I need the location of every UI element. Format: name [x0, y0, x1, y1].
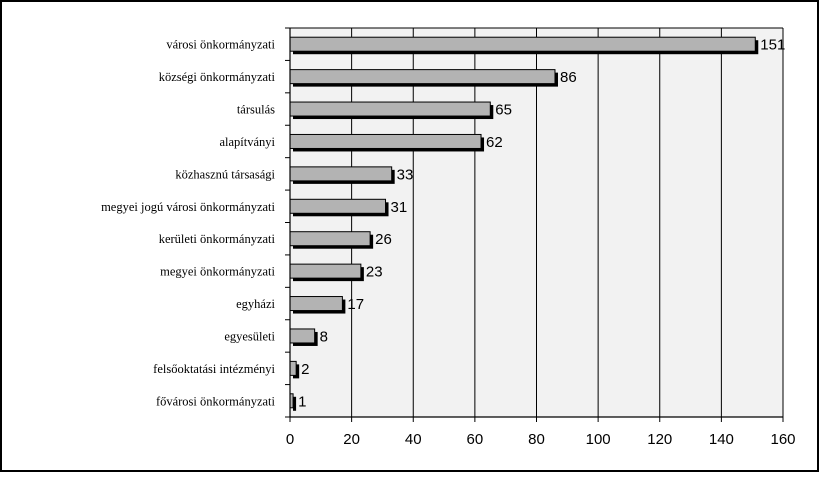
category-label-0: városi önkormányzati	[166, 38, 275, 52]
category-label-5: megyei jogú városi önkormányzati	[101, 200, 275, 214]
value-label-9: 8	[320, 328, 328, 345]
category-label-11: fővárosi önkormányzati	[156, 394, 276, 408]
bar-2	[290, 102, 490, 116]
category-label-6: kerületi önkormányzati	[159, 232, 276, 246]
value-label-11: 1	[298, 393, 306, 410]
bar-9	[290, 329, 315, 343]
category-label-2: társulás	[237, 103, 275, 117]
bar-8	[290, 297, 342, 311]
value-label-3: 62	[486, 134, 503, 151]
bar-4	[290, 167, 392, 181]
category-label-4: közhasznú társasági	[175, 167, 275, 181]
category-label-9: egyesületi	[224, 329, 275, 343]
bar-0	[290, 37, 755, 51]
value-label-0: 151	[760, 37, 785, 54]
bar-1	[290, 70, 555, 84]
category-label-10: felsőoktatási intézményi	[153, 362, 275, 376]
value-label-8: 17	[347, 296, 364, 313]
value-label-2: 65	[495, 102, 512, 119]
category-label-8: egyházi	[236, 297, 275, 311]
value-label-1: 86	[560, 69, 577, 86]
value-label-5: 31	[391, 199, 408, 216]
category-label-7: megyei önkormányzati	[160, 265, 275, 279]
bar-10	[290, 361, 296, 375]
bar-5	[290, 199, 386, 213]
x-tick-label-160: 160	[770, 431, 795, 448]
x-tick-label-80: 80	[528, 431, 545, 448]
x-tick-label-40: 40	[405, 431, 422, 448]
x-tick-label-60: 60	[467, 431, 484, 448]
value-label-6: 26	[375, 231, 392, 248]
x-tick-label-140: 140	[709, 431, 734, 448]
x-tick-label-100: 100	[586, 431, 611, 448]
bar-7	[290, 264, 361, 278]
category-label-1: községi önkormányzati	[159, 70, 276, 84]
value-label-10: 2	[301, 361, 309, 378]
x-tick-label-20: 20	[343, 431, 360, 448]
value-label-4: 33	[397, 166, 414, 183]
x-tick-label-120: 120	[647, 431, 672, 448]
value-label-7: 23	[366, 264, 383, 281]
bar-6	[290, 232, 370, 246]
x-tick-label-0: 0	[286, 431, 294, 448]
category-label-3: alapítványi	[219, 135, 275, 149]
bar-3	[290, 134, 481, 148]
